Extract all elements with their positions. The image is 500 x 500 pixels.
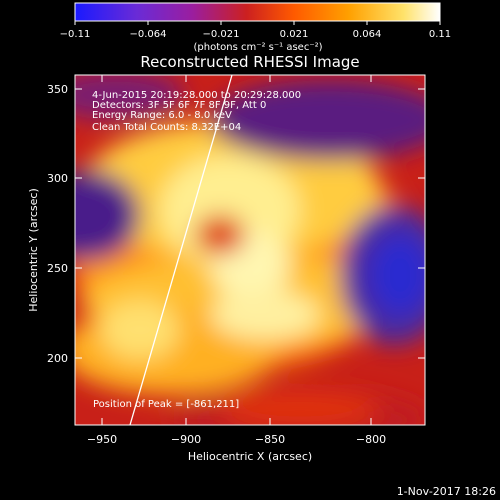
x-tick-label: −850 xyxy=(255,433,285,446)
colorbar-tick-label: −0.11 xyxy=(60,29,91,40)
y-tick-label: 200 xyxy=(47,352,68,365)
x-tick-label: −900 xyxy=(171,433,201,446)
colorbar-tick-label: 0.021 xyxy=(280,29,309,40)
colorbar-tick-label: 0.11 xyxy=(429,29,451,40)
colorbar-tick-label: 0.064 xyxy=(353,29,382,40)
x-axis-label: Heliocentric X (arcsec) xyxy=(188,450,312,463)
y-tick-label: 350 xyxy=(47,83,68,96)
plot-frame xyxy=(74,74,426,426)
x-axis: −950 −900 −850 −800 Heliocentric X (arcs… xyxy=(87,75,386,463)
info-text: 4-Jun-2015 20:19:28.000 to 20:29:28.000 … xyxy=(92,90,301,133)
y-axis: 350 300 250 200 Heliocentric Y (arcsec) xyxy=(27,83,425,365)
x-tick-label: −950 xyxy=(87,433,117,446)
clean-counts: Clean Total Counts: 8.32E+04 xyxy=(92,122,241,133)
energy-range: Energy Range: 6.0 - 8.0 keV xyxy=(92,110,232,121)
image-map xyxy=(75,75,425,425)
colorbar-tick-label: −0.021 xyxy=(202,29,239,40)
colorbar-gradient xyxy=(74,2,441,22)
colorbar-units: (photons cm⁻² s⁻¹ asec⁻²) xyxy=(193,42,322,53)
x-tick-label: −800 xyxy=(356,433,386,446)
y-tick-label: 250 xyxy=(47,262,68,275)
detectors: Detectors: 3F 5F 6F 7F 8F 9F, Att 0 xyxy=(92,100,266,111)
time-range: 4-Jun-2015 20:19:28.000 to 20:29:28.000 xyxy=(92,90,301,101)
colorbar: −0.11 −0.064 −0.021 0.021 0.064 0.11 (ph… xyxy=(60,2,451,53)
y-tick-label: 300 xyxy=(47,172,68,185)
y-axis-label: Heliocentric Y (arcsec) xyxy=(27,188,40,312)
peak-position: Position of Peak = [-861,211] xyxy=(93,399,239,410)
colorbar-ticks xyxy=(74,21,441,25)
image-title: Reconstructed RHESSI Image xyxy=(140,53,359,71)
solar-limb-line xyxy=(129,75,233,425)
colorbar-tick-label: −0.064 xyxy=(129,29,166,40)
plot-timestamp: 1-Nov-2017 18:26 xyxy=(397,485,496,498)
